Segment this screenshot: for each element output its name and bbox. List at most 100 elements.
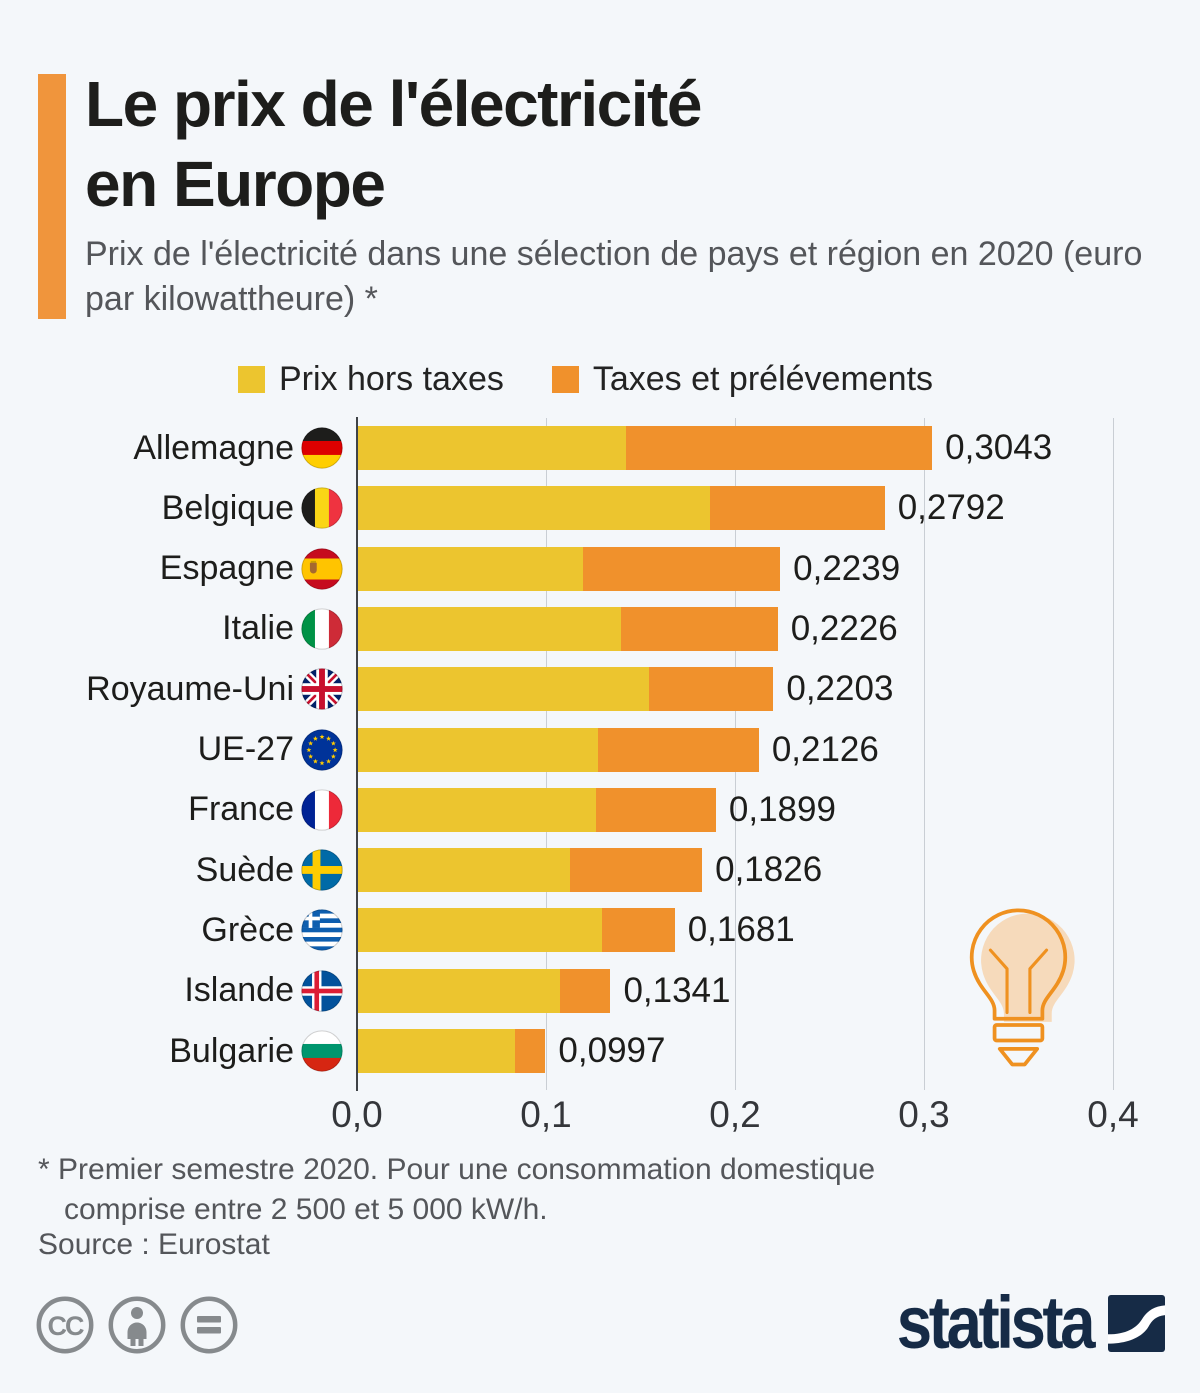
country-label: France: [188, 790, 294, 829]
value-label: 0,0997: [558, 1031, 666, 1070]
footnote: * Premier semestre 2020. Pour une consom…: [38, 1150, 875, 1230]
light-bulb-icon: [969, 908, 1075, 1067]
bar-segment-pretax: [358, 968, 561, 1013]
attribution-person-icon: [108, 1296, 166, 1354]
eu-flag-icon: [301, 728, 343, 771]
bar-segment-tax: [514, 1029, 546, 1073]
country-label: Islande: [184, 971, 294, 1010]
bar-row: Suède 0,1826: [0, 848, 1200, 893]
value-label: 0,1341: [623, 970, 731, 1010]
bar-segment-pretax: [358, 606, 621, 651]
country-label: Suède: [195, 850, 294, 889]
y-axis-line: [356, 417, 358, 1091]
cc-license-icons: CC: [36, 1296, 238, 1354]
value-label: 0,2792: [897, 488, 1005, 528]
title-line-2: en Europe: [85, 148, 386, 220]
bar-row: UE-27 0,2126: [0, 727, 1200, 772]
bar-segment-tax: [649, 667, 774, 712]
x-tick-label: 0,3: [898, 1094, 950, 1135]
legend-label-tax: Taxes et prélévements: [592, 360, 934, 398]
legend-label-pretax: Prix hors taxes: [279, 360, 504, 398]
gr-flag-icon: [301, 909, 343, 952]
bar-row: Grèce 0,1681: [0, 908, 1200, 953]
bar-row: Belgique 0,2792: [0, 486, 1200, 531]
bg-flag-icon: [301, 1030, 343, 1072]
bar-segment-tax: [709, 486, 885, 531]
bar-segment-tax: [582, 546, 781, 591]
no-derivatives-equals-icon: [180, 1296, 238, 1354]
be-flag-icon: [301, 487, 343, 529]
bar-segment-tax: [560, 968, 611, 1013]
bar-segment-pretax: [358, 546, 583, 591]
legend-item-pretax: Prix hors taxes: [238, 360, 504, 399]
de-flag-icon: [301, 427, 343, 469]
it-flag-icon: [301, 608, 343, 650]
bar-segment-tax: [626, 426, 933, 470]
value-label: 0,1826: [715, 850, 823, 890]
legend-swatch-tax: [551, 366, 579, 393]
country-label: Royaume-Uni: [86, 669, 294, 708]
es-flag-icon: [301, 547, 343, 590]
gb-flag-icon: [301, 668, 343, 710]
bar-segment-tax: [569, 848, 703, 893]
title-line-1: Le prix de l'électricité: [85, 68, 702, 140]
bar-segment-pretax: [358, 486, 710, 531]
country-label: Bulgarie: [169, 1031, 294, 1070]
bar-segment-pretax: [358, 426, 627, 470]
bar-segment-pretax: [358, 848, 570, 893]
x-tick-label: 0,2: [709, 1094, 761, 1135]
bar-segment-pretax: [358, 908, 602, 953]
x-tick-label: 0,0: [331, 1094, 383, 1135]
bar-segment-tax: [598, 727, 759, 772]
country-label: Grèce: [201, 910, 294, 949]
country-label: Allemagne: [133, 428, 294, 467]
cc-icon: [36, 1296, 94, 1354]
country-label: UE-27: [197, 730, 294, 768]
country-label: Espagne: [159, 549, 294, 588]
bar-row: France 0,1899: [0, 787, 1200, 832]
bar-row: Allemagne 0,3043: [0, 426, 1200, 470]
gridline: [1113, 418, 1114, 1090]
value-label: 0,3043: [945, 428, 1053, 467]
value-label: 0,2126: [771, 729, 879, 769]
x-tick-label: 0,4: [1087, 1094, 1139, 1135]
value-label: 0,2203: [786, 669, 894, 709]
se-flag-icon: [301, 849, 343, 891]
value-label: 0,1681: [687, 910, 795, 950]
country-label: Italie: [222, 609, 294, 648]
bar-segment-pretax: [358, 1029, 515, 1073]
value-label: 0,1899: [728, 789, 836, 829]
bar-segment-tax: [601, 908, 675, 953]
legend-item-tax: Taxes et prélévements: [551, 360, 934, 399]
page-title: Le prix de l'électricité en Europe: [85, 64, 702, 224]
bar-row: Bulgarie 0,0997: [0, 1029, 1200, 1073]
statista-wordmark: statista: [896, 1281, 1096, 1364]
bar-segment-pretax: [358, 667, 650, 712]
legend-swatch-pretax: [238, 366, 265, 393]
bar-row: Italie 0,2226: [0, 606, 1200, 651]
bar-segment-pretax: [358, 787, 597, 832]
value-label: 0,2239: [793, 548, 901, 588]
is-flag-icon: [301, 970, 343, 1012]
country-label: Belgique: [161, 488, 294, 527]
bar-row: Islande 0,1341: [0, 968, 1200, 1013]
bar-row: Espagne 0,2239: [0, 546, 1200, 591]
statista-logo: statista: [865, 1281, 1165, 1364]
subtitle: Prix de l'électricité dans une sélection…: [85, 235, 1143, 318]
title-accent-bar: [38, 74, 66, 319]
source-label: Source : Eurostat: [38, 1228, 270, 1261]
footnote-line-2: comprise entre 2 500 et 5 000 kW/h.: [64, 1193, 548, 1226]
bar-segment-pretax: [358, 727, 599, 772]
gridline: [924, 418, 925, 1090]
x-tick-label: 0,1: [520, 1094, 572, 1135]
svg-text:CC: CC: [48, 1311, 84, 1341]
bar-segment-tax: [596, 787, 716, 832]
bar-segment-tax: [620, 606, 778, 651]
bar-row: Royaume-Uni 0,2203: [0, 667, 1200, 712]
footnote-line-1: * Premier semestre 2020. Pour une consom…: [38, 1153, 876, 1186]
value-label: 0,2226: [790, 608, 898, 648]
fr-flag-icon: [301, 789, 343, 831]
statista-logo-glyph: [1108, 1294, 1165, 1352]
